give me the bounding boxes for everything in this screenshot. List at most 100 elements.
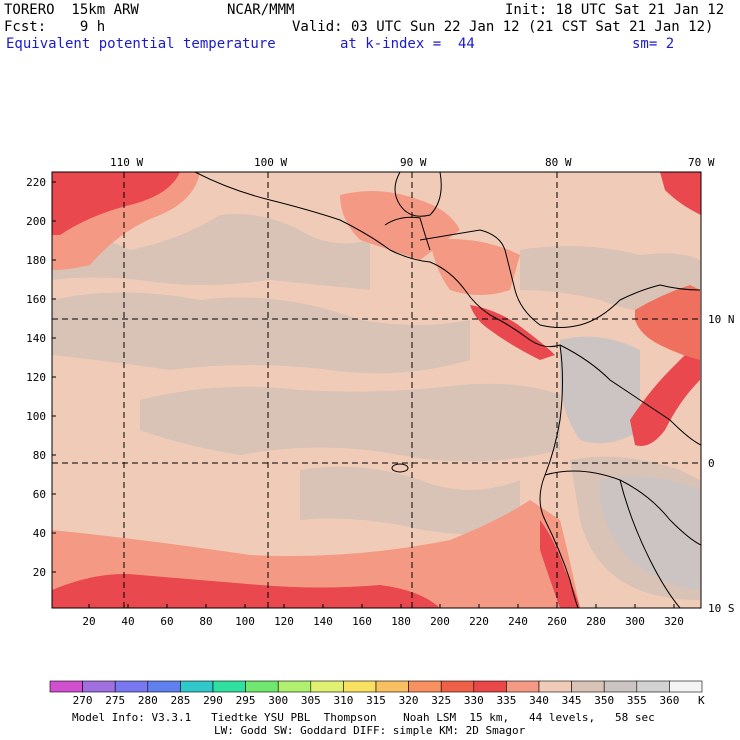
x-tick-label: 100 (235, 615, 255, 628)
colorbar-swatch (538, 680, 572, 693)
colorbar-label: 310 (333, 694, 354, 707)
y-tick-label: 180 (26, 254, 46, 267)
colorbar-swatch (277, 680, 312, 693)
contour-350-colombia (560, 336, 640, 444)
plot-frame (51, 171, 702, 609)
contour-345-central (140, 383, 560, 462)
colorbar-swatch (375, 680, 409, 693)
valid-time: Valid: 03 UTC Sun 22 Jan 12 (21 CST Sat … (292, 19, 714, 35)
colorbar-swatch (310, 680, 344, 693)
x-tick-label: 300 (625, 615, 645, 628)
model-info-line1: Model Info: V3.3.1 Tiedtke YSU PBL Thomp… (72, 711, 655, 724)
lat-label-10s: 10 S (708, 602, 735, 615)
x-tick-label: 280 (586, 615, 606, 628)
contour-335-northwest (52, 172, 180, 235)
colorbar-label: 325 (431, 694, 452, 707)
contour-345-north (52, 292, 470, 374)
contour-345-south (300, 466, 520, 534)
x-tick-label: 220 (469, 615, 489, 628)
contour-325-ne-corner (660, 172, 701, 215)
lon-label-90w: 90 W (400, 156, 427, 169)
y-tick-label: 40 (33, 527, 46, 540)
colorbar-label: 345 (561, 694, 582, 707)
lon-label-70w: 70 W (688, 156, 715, 169)
border-peru-brazil (619, 479, 681, 608)
y-tick-label: 20 (33, 566, 46, 579)
colorbar-swatch (571, 680, 605, 693)
colorbar-swatch (506, 680, 540, 693)
colorbar-label: 300 (268, 694, 289, 707)
x-tick-label: 260 (547, 615, 567, 628)
x-tick-label: 140 (313, 615, 333, 628)
model-name: TORERO 15km ARW (4, 2, 139, 18)
colorbar-label: 275 (105, 694, 126, 707)
field-name: Equivalent potential temperature (6, 36, 276, 52)
x-axis-ticks: 20 40 60 80 100 120 140 160 180 200 220 240 260 280 30… (82, 604, 684, 628)
x-tick-label: 80 (199, 615, 212, 628)
shaded-field (52, 172, 701, 608)
colorbar-swatch (245, 680, 279, 693)
coast-southamerica (539, 344, 579, 608)
lat-label-10n: 10 N (708, 313, 735, 326)
y-tick-label: 160 (26, 293, 46, 306)
colorbar-swatch (669, 680, 703, 693)
lat-label-0: 0 (708, 457, 715, 470)
colorbar-label: 340 (529, 694, 549, 707)
y-tick-label: 120 (26, 371, 46, 384)
lon-label-100w: 100 W (254, 156, 287, 169)
smoothing-label: sm= 2 (632, 36, 675, 52)
init-time: Init: 18 UTC Sat 21 Jan 12 (505, 2, 725, 18)
y-tick-label: 200 (26, 215, 46, 228)
colorbar-swatch (212, 680, 246, 693)
colorbar-swatch (408, 680, 442, 693)
colorbar-swatch (473, 680, 507, 693)
colorbar-label: 335 (496, 694, 517, 707)
contour-335-costarica (470, 305, 555, 360)
graticule (52, 172, 701, 608)
coast-mexico (194, 172, 561, 348)
colorbar-swatch (440, 680, 475, 693)
map-plot: 110 W 100 W 90 W 80 W 70 W 10 N 0 10 S 2… (26, 156, 735, 628)
colorbar-label: 290 (203, 694, 223, 707)
colorbar-label: 350 (594, 694, 615, 707)
colorbar-swatch (114, 680, 149, 693)
x-tick-label: 200 (430, 615, 450, 628)
x-tick-label: 240 (508, 615, 528, 628)
contour-335-northeast (635, 285, 700, 360)
colorbar-label: 355 (626, 694, 647, 707)
contour-335-south (52, 574, 440, 608)
y-tick-label: 60 (33, 488, 46, 501)
y-tick-label: 220 (26, 176, 46, 189)
coastlines (194, 172, 701, 608)
contour-325-mexico (340, 191, 460, 260)
colorbar-swatch (603, 680, 638, 693)
coast-caribbean (419, 229, 701, 328)
colorbar-swatch (180, 680, 214, 693)
y-tick-label: 80 (33, 449, 46, 462)
model-info-line2: LW: Godd SW: Goddard DIFF: simple KM: 2D… (214, 724, 526, 737)
contour-335-peru (540, 520, 580, 608)
x-tick-label: 20 (82, 615, 95, 628)
colorbar-swatch (147, 680, 181, 693)
contour-335-andes (630, 340, 700, 446)
y-tick-label: 100 (26, 410, 46, 423)
border-guatemala (384, 216, 431, 251)
x-tick-label: 60 (160, 615, 173, 628)
border-colombia (559, 344, 701, 446)
colorbar-swatch (636, 680, 670, 693)
contour-345-east (520, 246, 700, 314)
contour-350-land (600, 476, 700, 590)
x-tick-label: 40 (121, 615, 134, 628)
border-ecuador (544, 470, 701, 546)
contour-345-band (52, 214, 370, 290)
colorbar-label: 360 (659, 694, 680, 707)
x-tick-label: 320 (664, 615, 684, 628)
colorbar-label: 280 (137, 694, 158, 707)
colorbar-label: 330 (463, 694, 484, 707)
center-name: NCAR/MMM (227, 2, 295, 18)
y-axis-ticks: 220 200 180 160 140 120 100 80 60 40 20 (26, 176, 56, 579)
lon-label-110w: 110 W (110, 156, 143, 169)
colorbar-label: 320 (398, 694, 419, 707)
forecast-hour: Fcst: 9 h (4, 19, 106, 35)
